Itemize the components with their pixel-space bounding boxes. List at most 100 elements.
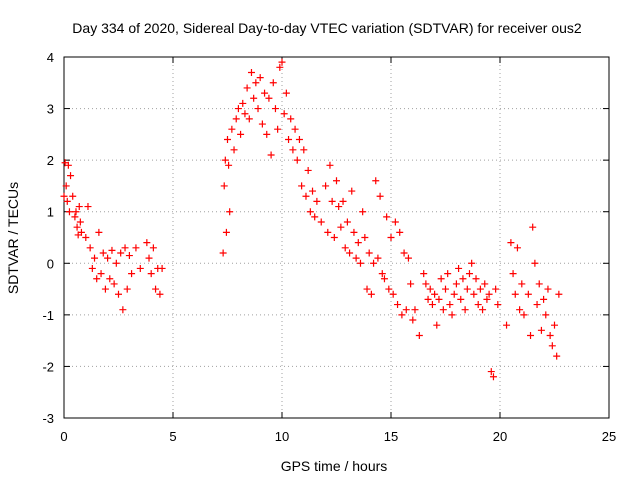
data-point — [158, 264, 166, 272]
data-point — [431, 290, 439, 298]
data-point — [535, 280, 543, 288]
data-point — [402, 306, 410, 314]
data-point — [330, 234, 338, 241]
data-point — [513, 244, 521, 252]
data-point — [97, 270, 105, 278]
data-point — [457, 295, 465, 303]
data-point — [524, 290, 532, 298]
data-point — [86, 244, 94, 252]
data-point — [394, 301, 402, 309]
data-point — [311, 213, 319, 221]
data-point — [339, 197, 347, 205]
data-point — [465, 270, 473, 278]
data-point — [295, 136, 303, 144]
chart-title: Day 334 of 2020, Sidereal Day-to-day VTE… — [72, 20, 582, 36]
data-point — [341, 244, 349, 252]
data-point — [378, 270, 386, 278]
data-point — [411, 306, 419, 314]
data-point — [309, 187, 317, 195]
data-point — [243, 84, 251, 92]
data-point — [544, 285, 552, 293]
data-point — [267, 151, 275, 159]
data-point — [376, 192, 384, 200]
data-point — [95, 228, 103, 236]
data-point — [69, 192, 77, 200]
data-point — [354, 239, 362, 247]
data-point — [302, 192, 310, 200]
data-point — [470, 290, 478, 298]
data-point — [365, 249, 373, 257]
data-point — [396, 228, 404, 236]
data-point — [263, 130, 271, 138]
data-point — [121, 244, 129, 252]
data-point — [108, 246, 116, 254]
y-tick-label: 1 — [47, 205, 54, 220]
data-point — [239, 99, 247, 107]
data-point — [391, 218, 399, 226]
y-tick-label: 2 — [47, 153, 54, 168]
data-point — [282, 89, 290, 97]
data-point — [221, 156, 229, 164]
data-point — [119, 306, 127, 314]
data-point — [241, 110, 249, 118]
data-point — [446, 301, 454, 309]
x-tick-label: 20 — [493, 429, 507, 444]
data-point — [115, 290, 122, 298]
data-point — [503, 321, 511, 329]
data-point — [437, 275, 445, 283]
data-point — [551, 321, 558, 329]
data-point — [455, 264, 463, 272]
y-tick-label: -3 — [42, 411, 54, 426]
data-point — [370, 259, 378, 267]
x-tick-label: 10 — [275, 429, 289, 444]
data-point — [548, 342, 556, 350]
data-point — [439, 306, 447, 314]
data-point — [67, 172, 75, 180]
data-point — [435, 295, 443, 303]
data-point — [463, 285, 471, 293]
data-point — [492, 285, 500, 293]
data-point — [372, 177, 380, 185]
data-point — [348, 187, 356, 195]
data-point — [487, 368, 495, 376]
x-tick-label: 15 — [384, 429, 398, 444]
data-point — [359, 208, 367, 216]
data-point — [356, 259, 364, 267]
data-point — [383, 213, 391, 221]
data-point — [507, 239, 515, 247]
data-point — [409, 316, 417, 324]
data-point — [117, 249, 125, 257]
data-point — [404, 254, 412, 262]
data-point — [73, 223, 81, 231]
data-point — [474, 301, 482, 309]
data-point — [422, 280, 430, 288]
data-point — [149, 244, 157, 252]
data-point — [64, 161, 72, 169]
data-point — [293, 156, 301, 164]
data-point — [509, 270, 517, 278]
data-point — [483, 295, 491, 303]
x-tick-label: 5 — [169, 429, 176, 444]
data-point — [93, 275, 101, 283]
data-point — [278, 58, 286, 66]
data-point — [313, 197, 321, 205]
data-point — [424, 295, 432, 303]
data-point — [82, 234, 90, 241]
data-point — [63, 197, 71, 205]
data-point — [247, 68, 255, 76]
data-point — [228, 125, 236, 133]
data-point — [219, 249, 227, 257]
data-point — [479, 306, 487, 314]
data-point — [62, 182, 70, 190]
data-point — [125, 252, 133, 260]
data-point — [452, 280, 460, 288]
data-point — [258, 120, 266, 128]
data-point — [428, 301, 436, 309]
data-point — [145, 254, 153, 262]
data-point — [99, 249, 107, 257]
data-point — [553, 352, 561, 360]
data-point — [222, 228, 230, 236]
data-point — [220, 182, 228, 190]
data-point — [271, 105, 279, 113]
data-point — [285, 136, 293, 144]
